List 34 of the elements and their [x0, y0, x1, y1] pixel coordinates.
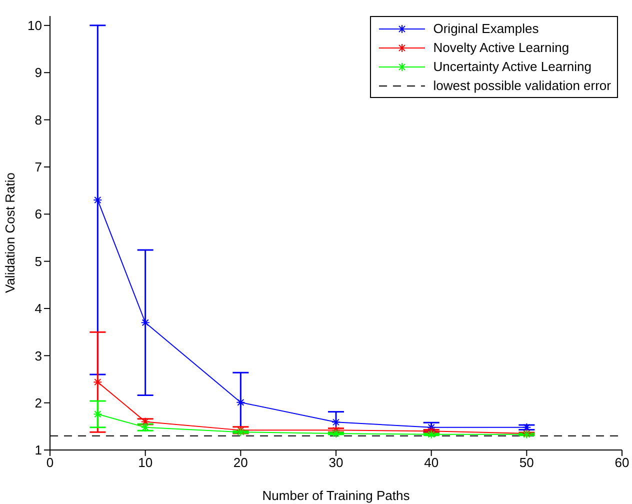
point [93, 410, 102, 419]
point [332, 428, 340, 438]
x-tick-label: 30 [328, 455, 344, 470]
point [426, 430, 436, 439]
x-tick-label: 10 [138, 455, 153, 470]
point [93, 195, 102, 204]
y-tick-label: 10 [28, 18, 42, 34]
legend-label: lowest possible validation error [433, 77, 611, 95]
legend-label: Novelty Active Learning [433, 39, 570, 57]
x-tick-label: 60 [614, 455, 630, 470]
point [426, 422, 436, 432]
y-tick-label: 9 [34, 65, 42, 80]
x-tick-label: 20 [233, 455, 248, 470]
x-axis-title: Number of Training Paths [262, 488, 410, 503]
x-tick-label: 40 [424, 455, 439, 470]
point [522, 422, 532, 432]
y-tick-label: 5 [34, 254, 42, 269]
x-tick-label: 0 [46, 455, 54, 470]
point [140, 318, 150, 328]
point [93, 378, 102, 387]
y-tick-label: 7 [34, 160, 42, 175]
x-tick-label: 50 [519, 455, 534, 470]
legend-label: Original Examples [433, 20, 539, 38]
y-tick-label: 4 [34, 301, 42, 316]
point [140, 417, 150, 426]
y-tick-label: 8 [34, 112, 42, 128]
y-tick-label: 6 [34, 206, 42, 222]
legend-label: Uncertainty Active Learning [433, 58, 592, 76]
y-tick-label: 2 [34, 395, 42, 410]
y-axis-title: Validation Cost Ratio [2, 172, 18, 293]
point [140, 422, 150, 432]
point [236, 398, 246, 407]
y-tick-label: 3 [34, 348, 42, 364]
y-tick-label: 1 [34, 442, 42, 458]
